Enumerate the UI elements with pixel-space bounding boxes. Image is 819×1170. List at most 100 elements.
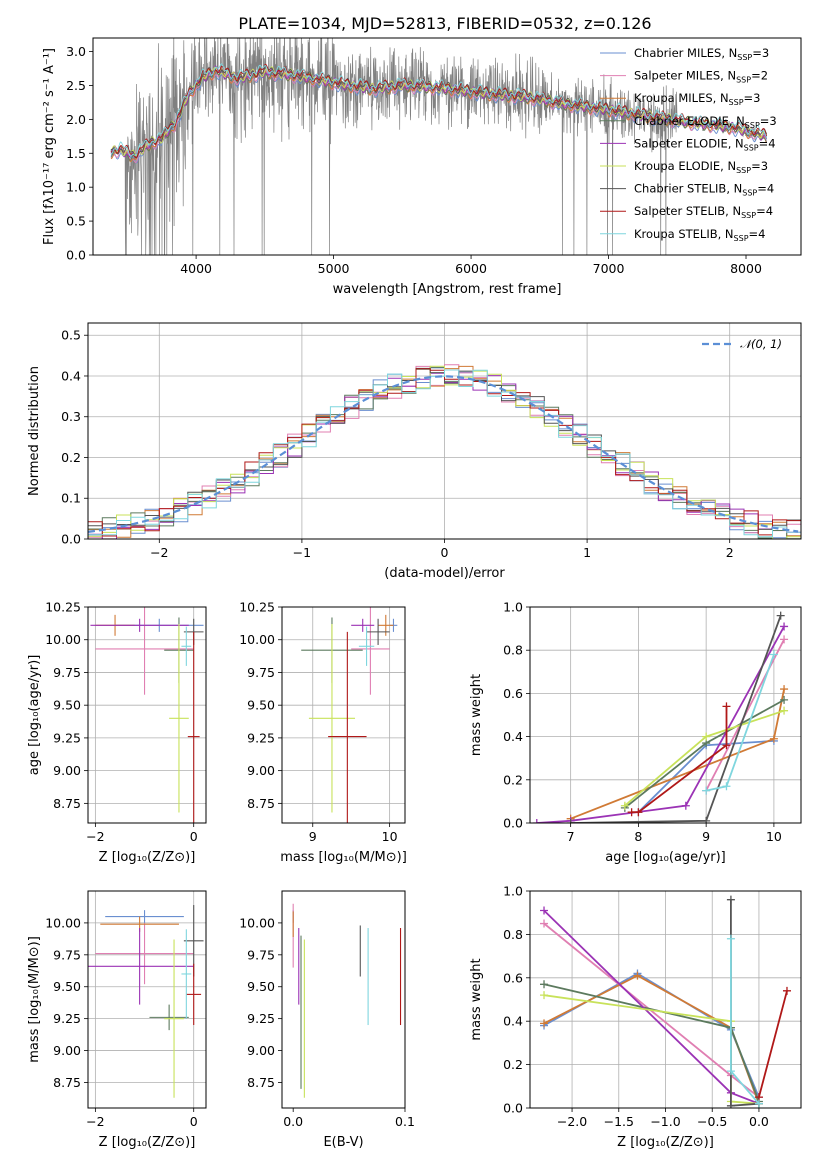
age_vs_Z-frame	[87, 606, 207, 824]
weight-marker-salp_stelib	[627, 808, 636, 817]
weight-marker-salp_elodie	[540, 906, 549, 915]
x-tick-label: −2	[86, 1114, 104, 1129]
x-tick-label: 9	[309, 829, 317, 844]
spectrum-marks	[110, 38, 768, 255]
age_vs_Z-marks	[90, 607, 204, 823]
y-tick-label: 0.0	[503, 816, 523, 831]
y-tick-label: 0.4	[503, 1014, 523, 1029]
y-axis-label: mass [log₁₀(M/M⊙)]	[27, 936, 42, 1063]
weight-marker-krou_miles	[633, 971, 642, 980]
weight-marker-krou_elodie	[540, 991, 549, 1000]
weight-marker-krou_miles	[540, 1019, 549, 1028]
spectrum-frame	[92, 37, 802, 256]
weight-marker-chab_stelib	[566, 819, 575, 823]
age_vs_mass-frame	[281, 606, 406, 824]
weight-line-salp_stelib	[758, 990, 788, 1098]
spectrum-legend: Chabrier MILES, NSSP=3 Salpeter MILES, NS…	[600, 46, 777, 243]
x-axis-label: wavelength [Angstrom, rest frame]	[333, 282, 562, 297]
y-tick-label: 9.25	[53, 1011, 81, 1026]
weight_vs_Z-axes: −2.0 −1.5 −1.0 −0.5 0.0 0.0 0.2 0.4 0.6 0.8 1.0 Z […	[469, 884, 801, 1150]
y-tick-label: 9.00	[247, 1043, 275, 1058]
legend-entry: Kroupa MILES, NSSP=3	[634, 91, 760, 107]
legend-entry: Chabrier MILES, NSSP=3	[634, 46, 769, 62]
x-axis-label: mass [log₁₀(M/M⊙)]	[280, 850, 407, 865]
x-tick-label: −2	[150, 545, 168, 560]
y-tick-label: 9.50	[247, 979, 275, 994]
y-tick-label: 8.75	[247, 1075, 275, 1090]
weight-marker-krou_elodie	[620, 801, 629, 810]
normal-curve	[88, 375, 799, 533]
x-axis-label: E(B-V)	[323, 1135, 363, 1150]
weight-marker-chab_stelib	[726, 1101, 735, 1108]
y-tick-label: 0.2	[61, 450, 81, 465]
x-tick-label: 10	[766, 829, 782, 844]
x-axis-label: Z [log₁₀(Z/Z⊙)]	[99, 850, 196, 865]
residuals-marks	[88, 364, 801, 539]
y-tick-label: 0.0	[66, 248, 86, 263]
y-axis-label: mass weight	[469, 958, 484, 1040]
mass_vs_ebv-axes: 0.0 0.1 8.75 9.00 9.25 9.50 9.75 10.00 E(B-V)	[239, 915, 415, 1150]
legend-entry: Kroupa STELIB, NSSP=4	[634, 227, 765, 243]
residuals-frame	[87, 322, 802, 540]
weight_vs_age-frame	[529, 606, 802, 824]
weight-marker-salp_elodie	[780, 622, 789, 631]
y-tick-label: 0.0	[503, 1101, 523, 1116]
weight-marker-krou_stelib	[754, 1099, 763, 1108]
y-tick-label: 8.75	[247, 796, 275, 811]
mass_vs_ebv-marks	[292, 903, 402, 1098]
weight_vs_age-axes: 7 8 9 10 0.0 0.2 0.4 0.6 0.8 1.0 age [log₁₀(age/yr…	[469, 600, 801, 865]
y-tick-label: 10.25	[45, 600, 81, 615]
weight-marker-krou_elodie	[780, 706, 789, 715]
legend-entry: Salpeter STELIB, NSSP=4	[634, 204, 773, 220]
y-tick-label: 9.00	[53, 763, 81, 778]
x-tick-label: 0.1	[395, 1114, 415, 1129]
x-tick-label: 2	[726, 545, 734, 560]
weight-marker-chab_elodie	[540, 980, 549, 989]
y-tick-label: 9.75	[53, 665, 81, 680]
y-axis-label: age [log₁₀(age/yr)]	[27, 655, 42, 776]
x-tick-label: 8000	[730, 261, 762, 276]
weight-marker-salp_stelib	[722, 702, 731, 711]
age_vs_mass-axes: 9 10 8.75 9.00 9.25 9.50 9.75 10.00 10.25 mass [l…	[239, 600, 407, 866]
x-tick-label: 10	[382, 829, 398, 844]
y-tick-label: 1.0	[503, 884, 523, 899]
y-tick-label: 0.2	[503, 772, 523, 787]
weight-marker-salp_elodie	[532, 819, 541, 823]
y-tick-label: 10.25	[239, 600, 275, 615]
mass_vs_Z-marks	[88, 905, 204, 1098]
weight-marker-salp_miles	[540, 919, 549, 928]
weight-line-krou_miles	[543, 974, 760, 1105]
x-tick-label: 8	[634, 829, 642, 844]
mass_vs_ebv-frame	[281, 890, 406, 1109]
y-tick-label: 9.00	[247, 763, 275, 778]
x-tick-label: 7	[567, 829, 575, 844]
y-tick-label: 10.00	[239, 915, 275, 930]
weight-marker-krou_miles	[769, 734, 778, 743]
x-tick-label: 7000	[593, 261, 625, 276]
weight-marker-salp_stelib	[722, 741, 731, 750]
legend-entry: Chabrier STELIB, NSSP=4	[634, 182, 774, 198]
weight-line-krou_elodie	[624, 709, 785, 807]
y-tick-label: 9.75	[247, 665, 275, 680]
y-tick-label: 0.0	[61, 532, 81, 547]
y-tick-label: 0.8	[503, 643, 523, 658]
model-spectrum-salp_stelib	[110, 63, 768, 159]
plot-layer: 4000 5000 6000 7000 80000.00.51.01.52.02.53.…	[27, 37, 802, 1150]
model-spectrum-chab_miles	[110, 69, 768, 164]
mass_vs_Z-axes: −2 0 8.75 9.00 9.25 9.50 9.75 10.00 Z [log₁₀(Z/Z…	[27, 891, 206, 1150]
weight-marker-krou_stelib	[769, 650, 778, 659]
y-tick-label: 9.25	[247, 730, 275, 745]
y-tick-label: 0.2	[503, 1057, 523, 1072]
x-tick-label: −1.5	[604, 1114, 634, 1129]
x-axis-label: age [log₁₀(age/yr)]	[605, 850, 726, 865]
x-tick-label: 6000	[455, 261, 487, 276]
y-tick-label: 0.5	[66, 214, 86, 229]
x-axis-label: Z [log₁₀(Z/Z⊙)]	[617, 1135, 714, 1150]
legend-entry: Chabrier ELODIE, NSSP=3	[634, 114, 777, 130]
weight-marker-krou_miles	[780, 685, 789, 694]
age_vs_mass-marks	[301, 607, 398, 823]
x-tick-label: −2.0	[557, 1114, 587, 1129]
y-tick-label: 2.5	[66, 78, 86, 93]
weight-marker-chab_stelib	[702, 816, 711, 823]
weight-marker-krou_stelib	[726, 934, 735, 943]
